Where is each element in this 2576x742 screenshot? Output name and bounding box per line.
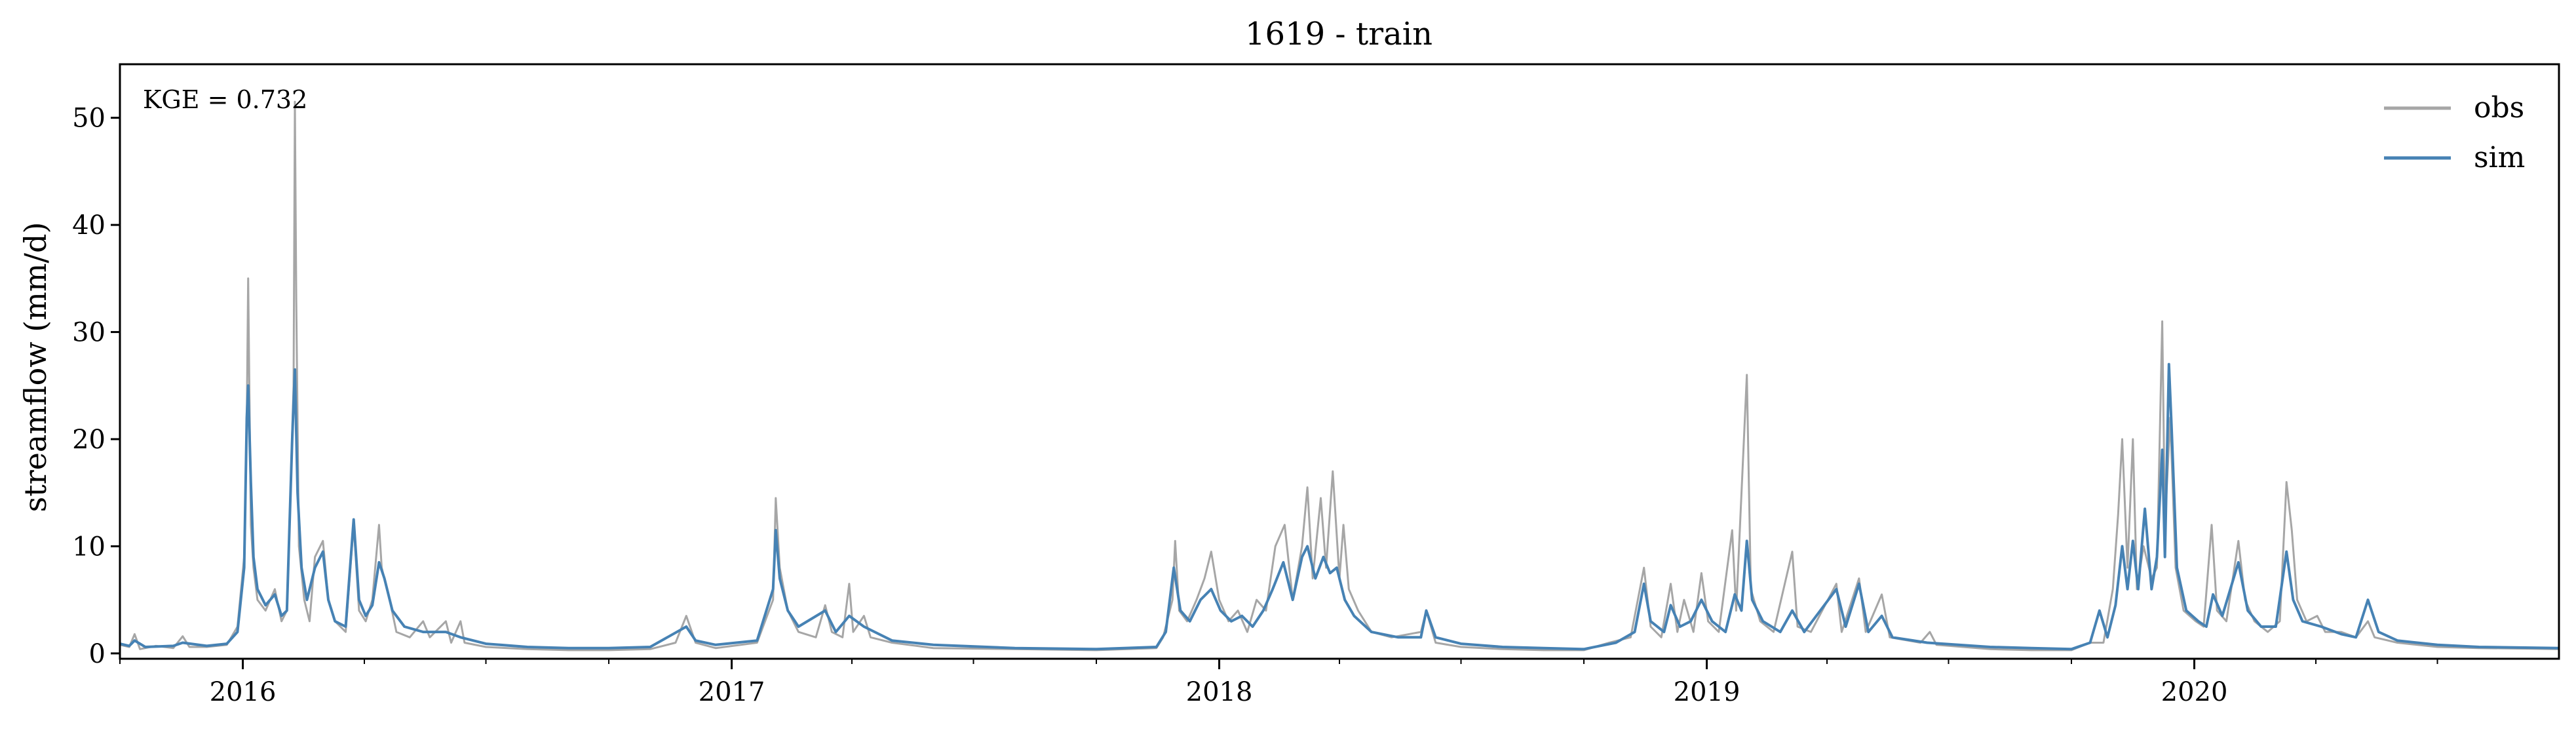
y-axis-ticks: 0 10 20 30 40 50 — [72, 104, 120, 669]
plot-frame — [119, 63, 2560, 660]
x-tick-label: 2016 — [210, 677, 277, 707]
x-tick-label: 2018 — [1186, 677, 1253, 707]
legend-sim-label: sim — [2474, 141, 2525, 174]
legend-obs-label: obs — [2474, 91, 2524, 125]
y-tick-label: 20 — [72, 425, 106, 455]
x-axis-ticks: 2016 2017 2018 2019 2020 — [119, 659, 2438, 707]
series-line-obs — [119, 100, 2560, 652]
y-tick-label: 30 — [72, 318, 106, 348]
y-tick-label: 10 — [72, 532, 106, 562]
y-tick-label: 40 — [72, 210, 106, 241]
series-line-sim — [119, 362, 2560, 651]
y-tick-label: 50 — [72, 104, 106, 134]
x-tick-label: 2017 — [699, 677, 765, 707]
kge-annotation: KGE = 0.732 — [143, 85, 307, 114]
x-tick-label: 2020 — [2161, 677, 2228, 707]
plot-area: 0 10 20 30 40 50 2016 2017 2018 2019 2020 — [72, 63, 2560, 707]
chart-title: 1619 - train — [1245, 16, 1432, 52]
series-layer — [119, 100, 2560, 652]
x-tick-label: 2019 — [1674, 677, 1740, 707]
y-tick-label: 0 — [89, 639, 106, 669]
y-axis-label: streamflow (mm/d) — [18, 222, 53, 513]
legend: obs sim — [2384, 91, 2525, 174]
